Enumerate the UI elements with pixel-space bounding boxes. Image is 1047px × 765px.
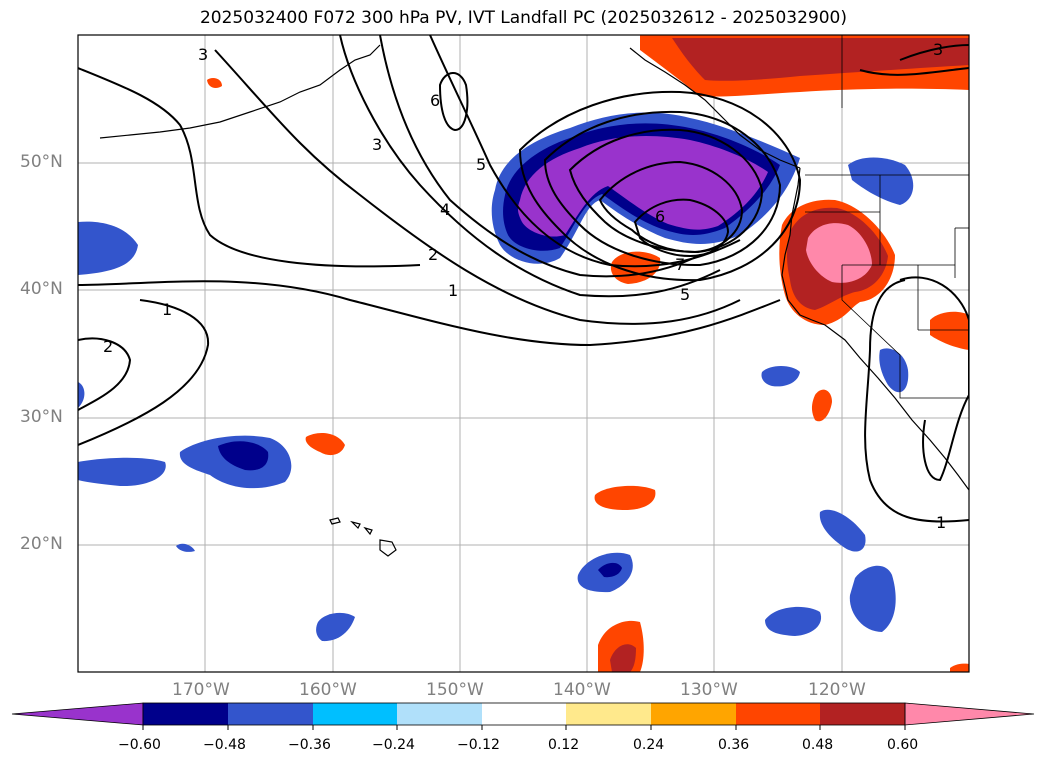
- contour-2: [214, 49, 741, 325]
- colorbar-tick-label: −0.36: [288, 737, 331, 753]
- lat-label-40n: 40°N: [20, 279, 63, 299]
- colorbar-extend-right: [904, 702, 1035, 726]
- positive-blob-29n-160w: [305, 433, 345, 456]
- colorbar-tick-label: 0.24: [633, 737, 665, 753]
- map-background: [78, 35, 969, 672]
- positive-blob-12n-137w-dark: [610, 644, 636, 672]
- contour-3: [339, 35, 721, 298]
- alaska-coast: [99, 44, 801, 169]
- contour-1-outer: [78, 280, 781, 347]
- map-frame: [77, 34, 970, 673]
- contour-inner-1: [518, 90, 802, 282]
- colorbar-tick-label: 0.48: [802, 737, 834, 753]
- positive-blob-31n-122w: [811, 389, 832, 422]
- negative-blob-coast-ca: [879, 348, 909, 393]
- contour-label: 2: [428, 245, 438, 264]
- contour-4: [379, 35, 701, 278]
- colorbar-tick-label: 0.60: [887, 737, 919, 753]
- positive-blob-57n-170w: [207, 78, 222, 88]
- positive-blob-bc-coast-dark: [672, 38, 969, 81]
- positive-blob-37n-113w: [930, 311, 969, 350]
- contour-labels: 3 6 3 5 4 2 1 6 7 5 1 2 3 1: [103, 40, 946, 532]
- contour-1-east: [859, 67, 969, 523]
- colorbar-tick-label: −0.24: [372, 737, 415, 753]
- lat-label-50n: 50°N: [20, 152, 63, 172]
- contour-inner-5: [633, 198, 730, 258]
- contour-5: [429, 35, 741, 268]
- hawaii-islands: [329, 517, 397, 557]
- colorbar: [11, 702, 1035, 730]
- negative-blob-20n-172w: [176, 543, 195, 552]
- lon-label-160w: 160°W: [299, 680, 357, 700]
- contour-label: 1: [448, 281, 458, 300]
- lat-label-20n: 20°N: [20, 534, 63, 554]
- coastlines: [99, 44, 969, 557]
- colorbar-segment: [228, 703, 313, 725]
- contour-label: 3: [372, 135, 382, 154]
- colorbar-tick-label: −0.48: [203, 737, 246, 753]
- negative-blob-13n-125w: [765, 606, 822, 636]
- colorbar-tick-label: −0.12: [457, 737, 500, 753]
- colorbar-segment: [313, 703, 397, 725]
- contour-label: 5: [680, 285, 690, 304]
- contour-sw-loop: [899, 276, 969, 482]
- positive-blob-23n-137w: [594, 485, 656, 510]
- negative-blob-33n-125w: [761, 366, 800, 387]
- contour-label: 4: [440, 200, 450, 219]
- contour-1-west: [78, 299, 210, 446]
- negative-blob-west-edge: [78, 382, 85, 408]
- bc-wa-or-coast: [781, 167, 813, 321]
- political-borders: [805, 35, 969, 399]
- contour-inner-3: [568, 128, 764, 254]
- colorbar-tick-label: 0.12: [548, 737, 580, 753]
- contour-label: 3: [933, 40, 943, 59]
- negative-blob-15n-117w: [849, 565, 896, 632]
- contour-label: 5: [476, 155, 486, 174]
- colorbar-segment: [736, 703, 820, 725]
- colorbar-segment: [651, 703, 736, 725]
- lon-label-150w: 150°W: [426, 680, 484, 700]
- contour-3-ne: [899, 44, 969, 61]
- contour-6-loop: [438, 72, 469, 132]
- contour-1-ne: [78, 67, 421, 268]
- contour-label: 1: [162, 300, 172, 319]
- colorbar-segment: [820, 703, 905, 725]
- negative-anomaly-fills: [78, 112, 914, 642]
- pv-contours: [78, 35, 969, 523]
- contour-label: 6: [655, 207, 665, 226]
- contour-label: 6: [430, 91, 440, 110]
- negative-blob-52n-118w: [848, 157, 914, 205]
- colorbar-tick-label: −0.60: [118, 737, 161, 753]
- plot-title: 2025032400 F072 300 hPa PV, IVT Landfall…: [199, 8, 847, 28]
- positive-blob-pnw-core: [806, 223, 872, 283]
- colorbar-segment: [566, 703, 651, 725]
- negative-blob-13n-160w: [316, 612, 355, 642]
- contour-label: 3: [198, 45, 208, 64]
- colorbar-tick-label: 0.36: [718, 737, 750, 753]
- negative-blob-25n-178w: [78, 457, 166, 487]
- lon-label-170w: 170°W: [172, 680, 230, 700]
- negative-blob-20n-120w: [819, 509, 866, 552]
- contour-label: 1: [936, 513, 946, 532]
- contour-inner-4: [598, 160, 744, 254]
- contour-label: 2: [103, 337, 113, 356]
- colorbar-segment: [482, 703, 566, 725]
- lon-label-140w: 140°W: [553, 680, 611, 700]
- contour-label: 7: [675, 255, 685, 274]
- lat-label-30n: 30°N: [20, 407, 63, 427]
- contour-inner-2: [543, 110, 782, 267]
- positive-anomaly-fills: [207, 35, 969, 672]
- colorbar-segment: [143, 703, 228, 725]
- colorbar-extend-left: [11, 702, 144, 726]
- negative-blob-17n-137w-dark: [598, 562, 622, 578]
- contour-2-west: [78, 337, 132, 411]
- lon-label-120w: 120°W: [808, 680, 866, 700]
- positive-blob-se-corner: [950, 663, 969, 672]
- negative-blob-27n-170w-dark: [218, 441, 269, 471]
- lon-label-130w: 130°W: [680, 680, 738, 700]
- colorbar-segment: [397, 703, 482, 725]
- ca-baja-coast: [811, 319, 969, 491]
- negative-blob-dateline: [78, 221, 138, 275]
